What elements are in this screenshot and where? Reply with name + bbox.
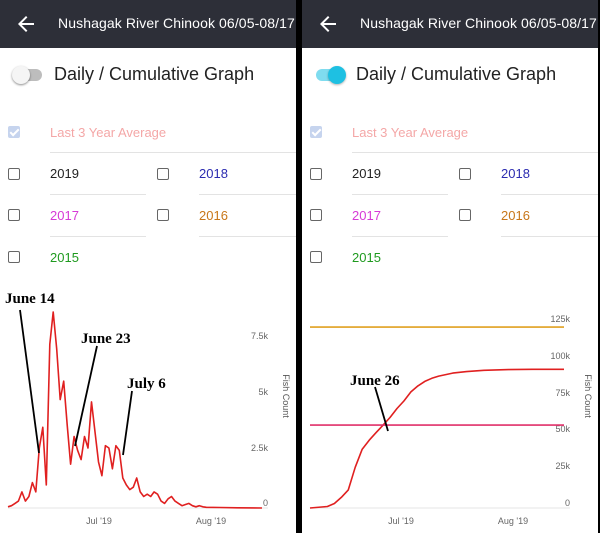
annotation-june-23: June 23	[81, 331, 131, 347]
checkbox-2019[interactable]	[310, 168, 322, 180]
y-tick-label: 125k	[550, 314, 570, 324]
divider	[50, 194, 146, 195]
page-title: Nushagak River Chinook 06/05-08/17	[360, 15, 597, 31]
y-tick-label: 25k	[555, 461, 570, 471]
annotation-july-6: July 6	[127, 376, 166, 392]
annotation-line-june-26	[374, 386, 389, 432]
divider	[50, 152, 296, 153]
divider	[352, 152, 598, 153]
screen-cumulative: Nushagak River Chinook 06/05-08/17 Daily…	[302, 0, 598, 533]
checkbox-2016[interactable]	[157, 209, 169, 221]
y-axis-title: Fish Count	[281, 374, 291, 418]
y-tick-label: 0	[565, 498, 570, 508]
toggle-label: Daily / Cumulative Graph	[54, 64, 255, 84]
annotation-line-july-6	[122, 390, 133, 456]
legend-label-2019[interactable]: 2019	[50, 166, 79, 181]
toggle-knob	[12, 66, 30, 84]
annotation-line-june-23	[74, 345, 98, 447]
legend-label-2015[interactable]: 2015	[352, 250, 381, 265]
screen-daily: Nushagak River Chinook 06/05-08/17 Daily…	[0, 0, 296, 533]
y-tick-label: 0	[263, 498, 268, 508]
checkbox-last-3-year-average[interactable]	[310, 126, 322, 138]
series-line-0	[309, 368, 564, 509]
legend-label-2018[interactable]: 2018	[501, 166, 530, 181]
legend-label-last-3-year-average[interactable]: Last 3 Year Average	[50, 125, 167, 140]
app-bar: Nushagak River Chinook 06/05-08/17	[0, 0, 296, 48]
daily-cumulative-toggle[interactable]	[314, 66, 346, 84]
annotation-june-14: June 14	[5, 291, 55, 307]
divider	[199, 236, 296, 237]
checkbox-2015[interactable]	[8, 251, 20, 263]
back-arrow-icon[interactable]	[316, 12, 340, 36]
x-tick-label: Aug '19	[498, 516, 528, 526]
x-tick-label: Jul '19	[86, 516, 112, 526]
legend-label-2015[interactable]: 2015	[50, 250, 79, 265]
divider	[501, 236, 598, 237]
checkbox-2019[interactable]	[8, 168, 20, 180]
legend-label-2017[interactable]: 2017	[352, 208, 381, 223]
legend-label-2019[interactable]: 2019	[352, 166, 381, 181]
toggle-label: Daily / Cumulative Graph	[356, 64, 557, 84]
checkbox-2018[interactable]	[157, 168, 169, 180]
y-tick-label: 75k	[555, 388, 570, 398]
checkbox-last-3-year-average[interactable]	[8, 126, 20, 138]
divider	[352, 236, 448, 237]
back-arrow-icon[interactable]	[14, 12, 38, 36]
checkbox-2016[interactable]	[459, 209, 471, 221]
daily-cumulative-toggle[interactable]	[12, 66, 44, 84]
checkbox-2015[interactable]	[310, 251, 322, 263]
checkbox-2017[interactable]	[310, 209, 322, 221]
divider	[501, 194, 598, 195]
divider	[199, 194, 296, 195]
series-group	[309, 326, 564, 509]
y-tick-label: 50k	[555, 424, 570, 434]
page-title: Nushagak River Chinook 06/05-08/17	[58, 15, 295, 31]
divider	[352, 194, 448, 195]
app-bar: Nushagak River Chinook 06/05-08/17	[302, 0, 598, 48]
legend-label-2018[interactable]: 2018	[199, 166, 228, 181]
legend-label-2016[interactable]: 2016	[199, 208, 228, 223]
checkbox-2018[interactable]	[459, 168, 471, 180]
annotation-line-june-14	[19, 309, 40, 454]
legend-label-last-3-year-average[interactable]: Last 3 Year Average	[352, 125, 469, 140]
y-tick-label: 5k	[258, 387, 268, 397]
y-tick-label: 100k	[550, 351, 570, 361]
divider	[50, 236, 146, 237]
series-group	[7, 311, 263, 509]
x-tick-label: Jul '19	[388, 516, 414, 526]
y-axis-title: Fish Count	[583, 374, 593, 418]
y-tick-label: 2.5k	[251, 443, 269, 453]
toggle-knob	[328, 66, 346, 84]
x-tick-label: Aug '19	[196, 516, 226, 526]
annotation-june-26: June 26	[350, 373, 400, 389]
legend-label-2016[interactable]: 2016	[501, 208, 530, 223]
y-tick-label: 7.5k	[251, 331, 269, 341]
legend-label-2017[interactable]: 2017	[50, 208, 79, 223]
daily-chart: 7.5k 5k 2.5k 0 Fish Count Jul '19 Aug '1…	[5, 291, 291, 526]
cumulative-chart: 125k 100k 75k 50k 25k 0 Fish Count Jul '…	[309, 314, 593, 526]
checkbox-2017[interactable]	[8, 209, 20, 221]
series-line-0	[7, 311, 263, 509]
